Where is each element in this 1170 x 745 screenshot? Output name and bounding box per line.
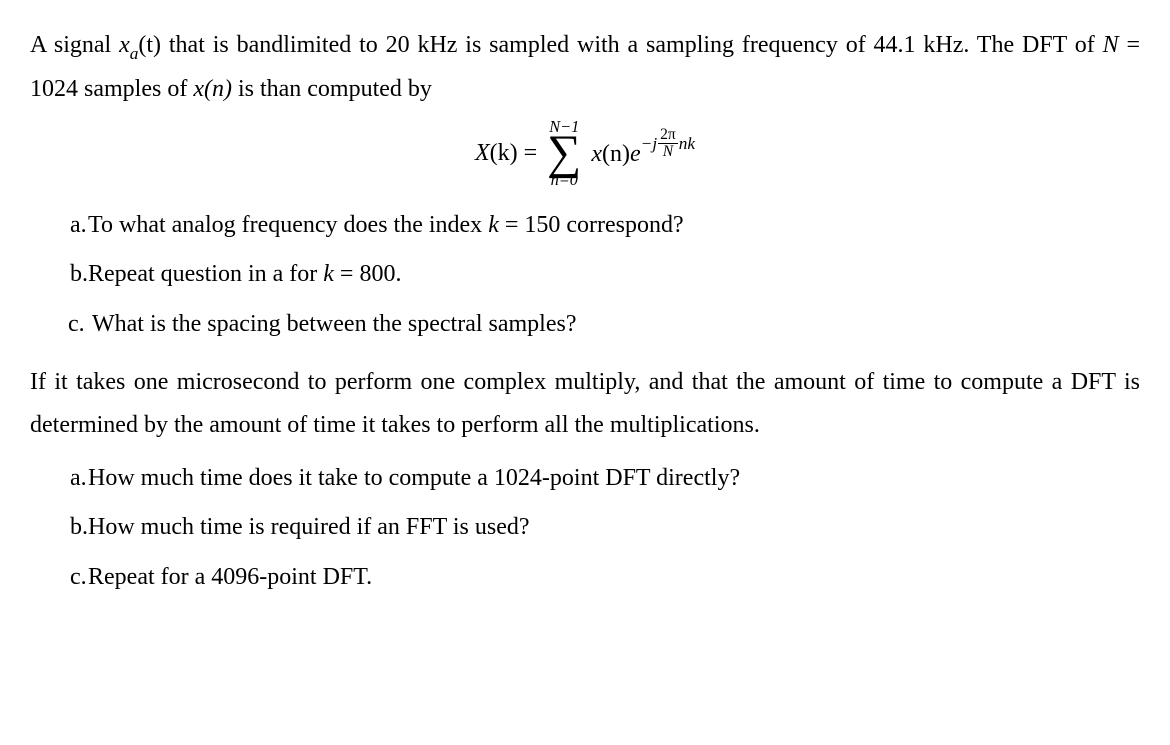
list-content: To what analog frequency does the index … bbox=[88, 203, 1140, 249]
term-arg: (n) bbox=[602, 141, 630, 167]
sum-sigma: ∑ bbox=[547, 133, 581, 174]
text-part: A signal bbox=[30, 32, 119, 58]
list-marker: c. bbox=[30, 302, 92, 348]
signal-arg: (t) bbox=[138, 32, 161, 58]
list-marker: b. bbox=[30, 252, 88, 298]
list-item: b. How much time is required if an FFT i… bbox=[30, 505, 1140, 551]
sum-term: x(n)e−j2πNnk bbox=[591, 131, 695, 176]
list-content: How much time does it take to compute a … bbox=[88, 456, 1140, 502]
sum-lower: n=0 bbox=[551, 172, 578, 188]
intro-paragraph-1: A signal xa(t) that is bandlimited to 20… bbox=[30, 24, 1140, 111]
n-var: N bbox=[1103, 32, 1119, 58]
text-part: that is bandlimited to 20 kHz is sampled… bbox=[161, 32, 1103, 58]
list-marker: a. bbox=[30, 456, 88, 502]
list-item: b. Repeat question in a for k = 800. bbox=[30, 252, 1140, 298]
dft-equation: X(k) = N−1 ∑ n=0 x(n)e−j2πNnk bbox=[30, 119, 1140, 188]
list-item: c. Repeat for a 4096-point DFT. bbox=[30, 555, 1140, 601]
frac-denominator: N bbox=[661, 144, 675, 160]
list-content: What is the spacing between the spectral… bbox=[92, 302, 1140, 348]
list-content: How much time is required if an FFT is u… bbox=[88, 505, 1140, 551]
text-part: = 800. bbox=[334, 261, 402, 287]
text-part: Repeat question in a for bbox=[88, 261, 323, 287]
text-part: To what analog frequency does the index bbox=[88, 212, 488, 238]
text-part: is than computed by bbox=[232, 76, 432, 102]
list-content: Repeat question in a for k = 800. bbox=[88, 252, 1140, 298]
list-item: a. How much time does it take to compute… bbox=[30, 456, 1140, 502]
list-marker: a. bbox=[30, 203, 88, 249]
intro-paragraph-2: If it takes one microsecond to perform o… bbox=[30, 361, 1140, 447]
k-var: k bbox=[488, 212, 499, 238]
eq-equals: = bbox=[518, 140, 538, 166]
signal-sub: a bbox=[130, 44, 139, 63]
list-marker: b. bbox=[30, 505, 88, 551]
exp-fraction: 2πN bbox=[658, 127, 678, 159]
term-e: e bbox=[630, 141, 641, 167]
list-item: a. To what analog frequency does the ind… bbox=[30, 203, 1140, 249]
list-marker: c. bbox=[30, 555, 88, 601]
list-content: Repeat for a 4096-point DFT. bbox=[88, 555, 1140, 601]
frac-numerator: 2π bbox=[658, 127, 678, 144]
k-var: k bbox=[323, 261, 334, 287]
question-list-2: a. How much time does it take to compute… bbox=[30, 456, 1140, 601]
summation-symbol: N−1 ∑ n=0 bbox=[547, 119, 581, 188]
eq-lhs-x: X bbox=[475, 140, 490, 166]
xn-var: x(n) bbox=[193, 76, 232, 102]
list-item: c. What is the spacing between the spect… bbox=[30, 302, 1140, 348]
text-part: = 150 correspond? bbox=[499, 212, 684, 238]
term-exponent: −j2πNnk bbox=[641, 134, 695, 153]
eq-lhs-arg: (k) bbox=[490, 140, 518, 166]
exp-suffix: nk bbox=[679, 134, 695, 153]
signal-var: x bbox=[119, 32, 130, 58]
question-list-1: a. To what analog frequency does the ind… bbox=[30, 203, 1140, 348]
exp-prefix: −j bbox=[641, 134, 657, 153]
term-x: x bbox=[591, 141, 602, 167]
